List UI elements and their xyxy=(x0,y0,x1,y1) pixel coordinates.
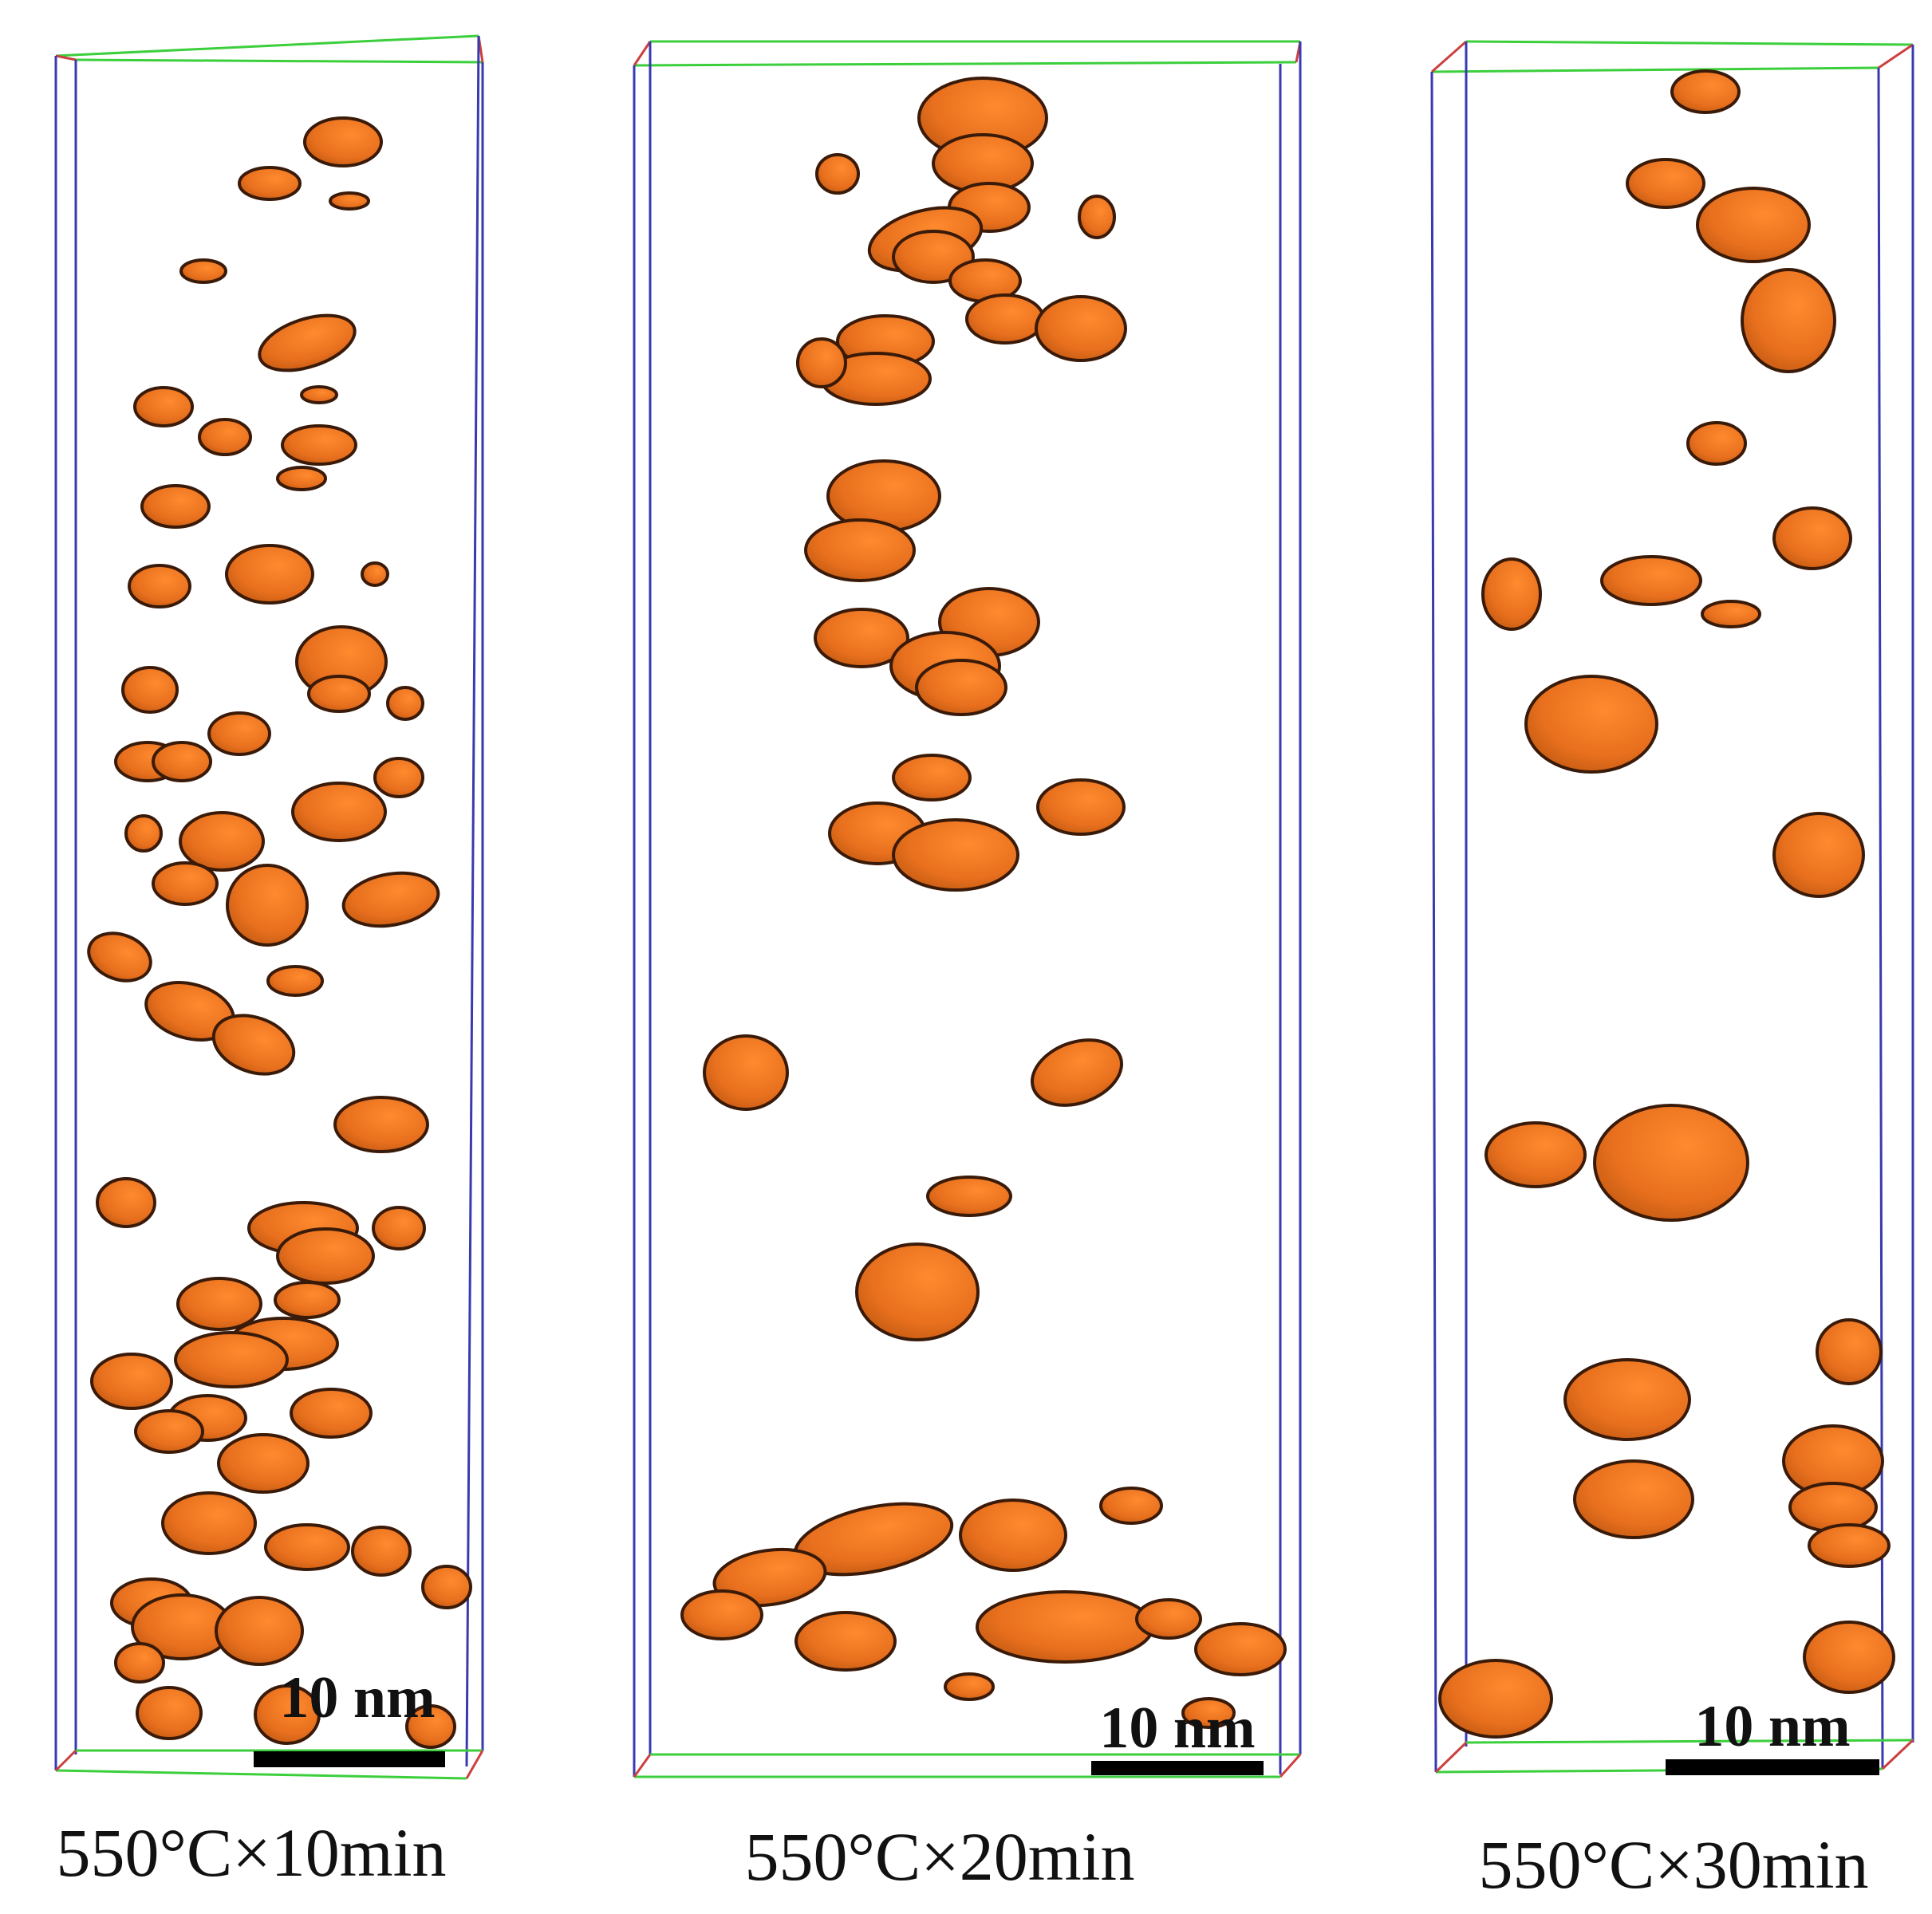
scale-bar-30min xyxy=(1666,1759,1879,1775)
scale-bar-label-30min: 10 nm xyxy=(1694,1694,1851,1759)
scale-bar-10min xyxy=(254,1751,445,1767)
bounding-box-10min xyxy=(54,34,484,1780)
caption-20min: 550°C×20min xyxy=(744,1818,1135,1895)
caption-10min: 550°C×10min xyxy=(56,1814,447,1891)
caption-30min: 550°C×30min xyxy=(1478,1826,1869,1903)
scale-bar-label-20min: 10 nm xyxy=(1099,1695,1256,1761)
precipitates-20min xyxy=(680,77,1287,1729)
bounding-box-30min xyxy=(1430,40,1914,1774)
precipitates-30min xyxy=(1438,69,1895,1739)
scale-bar-20min xyxy=(1091,1761,1264,1775)
bounding-box-20min xyxy=(633,40,1302,1778)
scale-bar-label-10min: 10 nm xyxy=(279,1665,436,1731)
precipitates-10min xyxy=(87,116,472,1749)
